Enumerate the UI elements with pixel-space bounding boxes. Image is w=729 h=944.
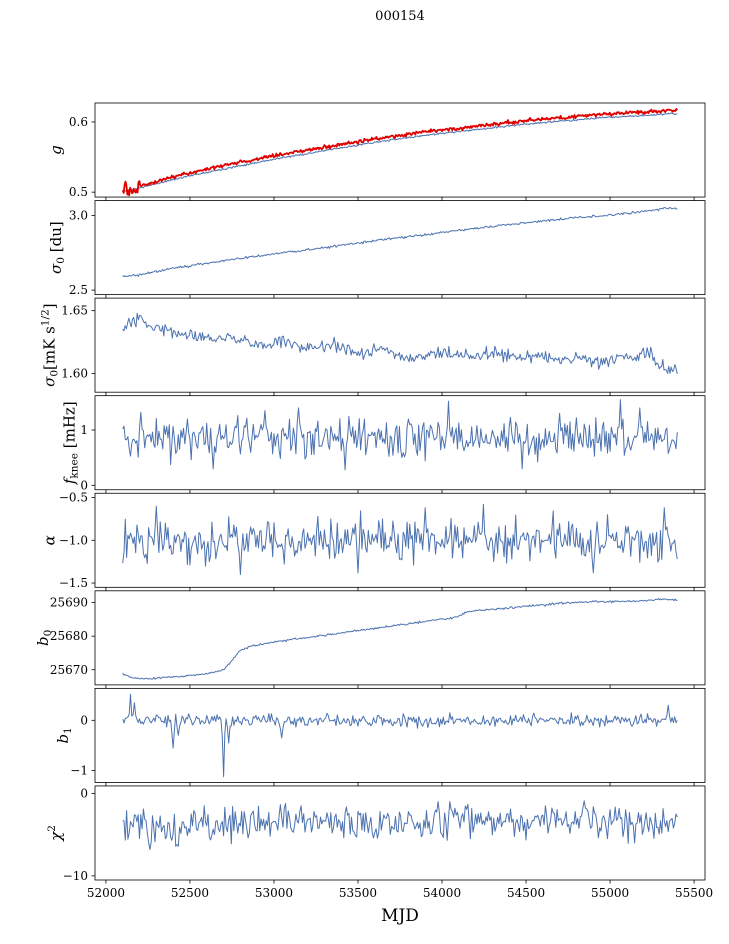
panel-frame: [94, 200, 706, 296]
panel-frame: [94, 492, 706, 588]
y-tick-label: −10: [63, 869, 88, 883]
x-tick-label: 55500: [675, 886, 713, 900]
series-g-blue: [122, 112, 678, 192]
y-tick-label: 0: [80, 478, 88, 492]
x-tick-label: 52000: [87, 886, 125, 900]
panel-frame: [94, 395, 706, 491]
x-tick-label: 53000: [255, 886, 293, 900]
y-tick-label: −1: [70, 764, 88, 778]
panel-frame: [94, 590, 706, 686]
x-axis-label: MJD: [381, 906, 419, 926]
x-tick-label: 52500: [171, 886, 209, 900]
x-tick-label: 54500: [507, 886, 545, 900]
figure-title: 000154: [375, 9, 425, 24]
series-b0: [122, 598, 678, 680]
y-tick-label: 3.0: [69, 208, 88, 222]
panel-1: 2.5 3.0σ0 [du]: [47, 200, 706, 299]
series-fknee: [122, 399, 678, 471]
panel-4: −1.5 −1.0 −0.5 α: [41, 491, 706, 591]
y-tick-label: 25670: [50, 663, 88, 677]
y-tick-label: 1.65: [61, 304, 88, 318]
y-axis-label: g: [47, 145, 65, 155]
y-tick-label: 1: [80, 423, 88, 437]
y-axis-label: α: [41, 535, 59, 545]
y-tick-label: 2.5: [69, 283, 88, 297]
y-tick-label: 25690: [50, 596, 88, 610]
panel-7: −10 0 52000 52500 53000 53500 54000 54500 55000 5…: [46, 785, 713, 900]
y-axis-label: b0: [34, 630, 54, 646]
y-tick-label: 0.5: [69, 185, 88, 199]
x-tick-label: 54000: [423, 886, 461, 900]
series-chi2: [122, 800, 678, 850]
panel-0: 0.5 0.6 g: [47, 102, 706, 201]
y-axis-label: b1: [54, 727, 74, 743]
panel-frame: [94, 785, 706, 881]
y-axis-label: χ2: [46, 825, 65, 842]
series-sigma0-mk: [122, 312, 678, 375]
series-sigma0-du: [122, 207, 678, 278]
y-tick-label: 0: [80, 786, 88, 800]
panel-5: 25670 25680 25690 b0: [34, 590, 706, 689]
panel-frame: [94, 102, 706, 198]
y-tick-label: 0.6: [69, 115, 88, 129]
y-tick-label: −1.0: [59, 533, 88, 547]
y-tick-label: 1.60: [61, 366, 88, 380]
y-axis-label: σ0 [du]: [47, 221, 67, 274]
panel-frame: [94, 297, 706, 393]
series-alpha: [122, 503, 678, 575]
y-tick-label: −0.5: [59, 491, 88, 505]
panel-frame: [94, 687, 706, 783]
x-tick-label: 53500: [339, 886, 377, 900]
y-tick-label: 0: [80, 713, 88, 727]
x-tick-label: 55000: [591, 886, 629, 900]
y-tick-label: 25680: [50, 629, 88, 643]
panel-6: −1 0 b1: [54, 687, 706, 786]
series-g-red: [121, 108, 679, 197]
y-axis-label: fknee [mHz]: [60, 401, 80, 485]
y-tick-label: −1.5: [59, 576, 88, 590]
y-axis-label: σ0[mK s1/2]: [40, 303, 61, 386]
series-b1: [122, 693, 678, 778]
